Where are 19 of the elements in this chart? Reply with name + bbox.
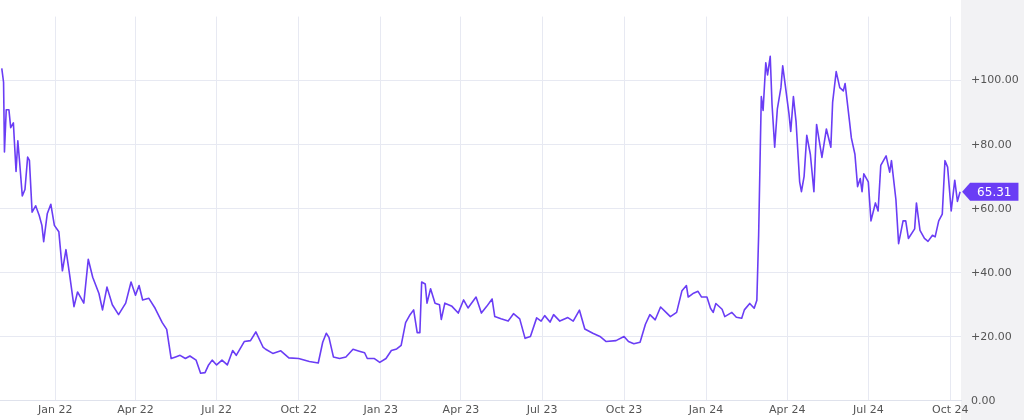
y-tick-label: +100.00: [971, 73, 1019, 87]
x-tick-label: Jul 22: [200, 403, 233, 417]
x-tick-label: Oct 22: [280, 403, 317, 417]
y-tick-label: +40.00: [971, 265, 1012, 279]
y-tick-label: +60.00: [971, 201, 1012, 215]
annotation: 65.31: [977, 184, 1012, 199]
x-tick-label: Jan 22: [37, 403, 73, 417]
x-tick-label: Oct 24: [932, 403, 969, 417]
x-tick-label: Apr 22: [117, 403, 154, 417]
x-tick-label: Apr 23: [442, 403, 480, 417]
x-tick-label: Oct 23: [605, 403, 643, 417]
x-tick-label: Jul 24: [851, 403, 884, 417]
y-tick-label: +20.00: [971, 329, 1012, 343]
x-tick-label: Jan 24: [687, 403, 724, 417]
x-tick-label: Jan 23: [362, 403, 398, 417]
y-tick-label: +80.00: [971, 137, 1012, 151]
x-tick-label: Jul 23: [525, 403, 558, 417]
y-tick-label: 0.00: [971, 393, 996, 407]
x-tick-label: Apr 24: [768, 403, 806, 417]
